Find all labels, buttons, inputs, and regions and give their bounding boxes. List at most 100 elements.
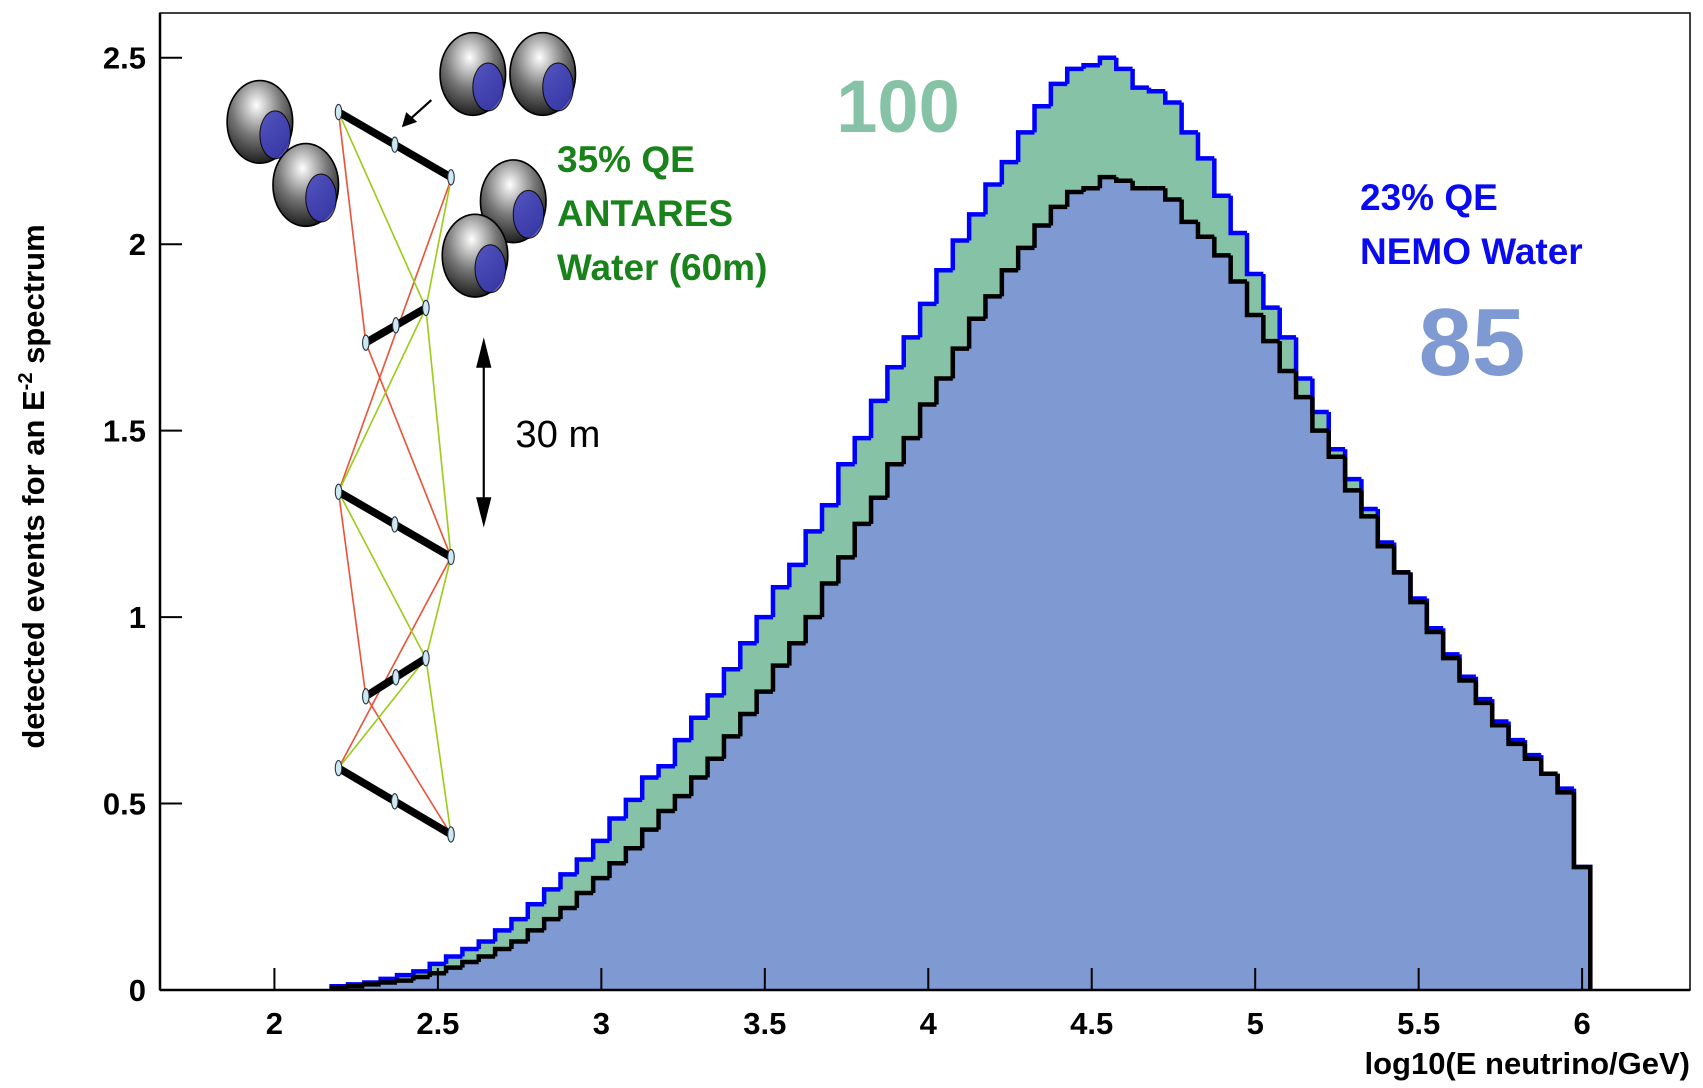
pmt-cathode bbox=[512, 189, 545, 239]
bar-outline bbox=[672, 793, 692, 812]
bar bbox=[920, 404, 938, 991]
cable bbox=[337, 179, 452, 493]
bar bbox=[1312, 430, 1330, 990]
bar-outline bbox=[1195, 221, 1215, 239]
bar-outline bbox=[1048, 204, 1068, 226]
bar bbox=[1475, 702, 1493, 990]
bar-outline bbox=[607, 816, 626, 841]
bar-outline bbox=[590, 838, 610, 860]
y-tick-label: 1.5 bbox=[103, 414, 146, 449]
bar-outline bbox=[1539, 758, 1558, 776]
bar bbox=[1279, 370, 1297, 990]
bar-outline bbox=[885, 461, 904, 498]
bar-outline bbox=[721, 667, 741, 696]
bar-outline bbox=[1342, 456, 1362, 493]
bar-outline bbox=[1179, 199, 1198, 225]
bar bbox=[1361, 516, 1379, 990]
bar-outline bbox=[574, 890, 594, 908]
bar bbox=[838, 557, 856, 990]
x-tick-label: 6 bbox=[1573, 1006, 1590, 1041]
bar-outline bbox=[1081, 62, 1100, 69]
annotation: ANTARES bbox=[557, 193, 733, 234]
optical-module bbox=[390, 793, 399, 810]
bar bbox=[1083, 188, 1101, 990]
bar bbox=[642, 829, 660, 990]
bar-outline bbox=[901, 335, 921, 368]
bar bbox=[1116, 180, 1134, 990]
bar-outline bbox=[770, 585, 790, 618]
optical-module bbox=[392, 669, 400, 686]
bar-outline bbox=[754, 689, 773, 715]
bar-outline bbox=[1489, 702, 1509, 728]
bar bbox=[593, 878, 611, 990]
x-tick-label: 3 bbox=[593, 1006, 610, 1041]
bar-outline bbox=[394, 972, 414, 979]
y-tick-label: 2 bbox=[129, 227, 146, 262]
cable bbox=[365, 342, 452, 558]
bar-outline bbox=[934, 376, 953, 405]
pmt-cathode bbox=[305, 173, 337, 223]
bar-outline bbox=[639, 775, 659, 800]
bar-outline bbox=[1359, 490, 1378, 519]
bar bbox=[985, 296, 1003, 991]
bar bbox=[462, 962, 480, 990]
bar-outline bbox=[1032, 103, 1051, 133]
diagram-label: 30 m bbox=[515, 413, 600, 456]
bar-outline bbox=[754, 614, 773, 644]
bar bbox=[1148, 188, 1166, 990]
bar bbox=[1426, 632, 1444, 990]
cable bbox=[425, 658, 452, 835]
bar-outline bbox=[787, 640, 806, 666]
y-label-text: detected events for an E bbox=[16, 390, 51, 748]
bar bbox=[691, 777, 709, 990]
x-tick-label: 4.5 bbox=[1070, 1006, 1113, 1041]
bar-outline bbox=[1064, 66, 1084, 84]
bar-outline bbox=[1457, 658, 1476, 683]
cable bbox=[337, 307, 427, 493]
bar bbox=[1214, 255, 1232, 990]
bar bbox=[576, 893, 594, 990]
bar-outline bbox=[689, 715, 708, 741]
bar bbox=[952, 348, 970, 990]
bar bbox=[1296, 397, 1314, 991]
cable bbox=[337, 111, 427, 309]
bar bbox=[413, 976, 431, 990]
bar-outline bbox=[427, 970, 447, 977]
bar bbox=[1067, 191, 1085, 990]
bar-outline bbox=[345, 984, 365, 989]
bar-outline bbox=[950, 238, 970, 271]
bar-outline bbox=[1277, 307, 1297, 340]
bar-outline bbox=[705, 693, 724, 718]
bar-outline bbox=[803, 529, 823, 565]
optical-module bbox=[392, 317, 400, 334]
cable bbox=[425, 556, 452, 659]
cable bbox=[337, 491, 367, 697]
y-label-superscript: -2 bbox=[15, 373, 37, 391]
bar-outline bbox=[934, 268, 953, 304]
bar bbox=[1328, 456, 1346, 990]
bar-outline bbox=[1032, 223, 1051, 248]
x-tick-label: 4 bbox=[920, 1006, 938, 1041]
bar-outline bbox=[525, 901, 545, 920]
bar bbox=[495, 948, 513, 990]
bar-outline bbox=[1261, 315, 1280, 344]
bar-outline bbox=[1277, 341, 1297, 374]
bar-outline bbox=[394, 978, 414, 983]
bar-outline bbox=[623, 797, 643, 819]
bar-outline bbox=[1473, 680, 1493, 706]
bar bbox=[772, 665, 790, 990]
bar-outline bbox=[1114, 57, 1133, 72]
optical-module bbox=[334, 483, 343, 500]
bar bbox=[1197, 236, 1215, 990]
bar-outline bbox=[689, 775, 708, 797]
bar-outline bbox=[868, 495, 888, 524]
bar-outline bbox=[1228, 255, 1248, 284]
bar bbox=[887, 464, 905, 990]
bar bbox=[822, 583, 839, 990]
bar bbox=[707, 758, 725, 990]
bar bbox=[658, 811, 676, 990]
bar-outline bbox=[656, 764, 675, 778]
bar-outline bbox=[411, 974, 430, 981]
bar-outline bbox=[1391, 546, 1411, 575]
